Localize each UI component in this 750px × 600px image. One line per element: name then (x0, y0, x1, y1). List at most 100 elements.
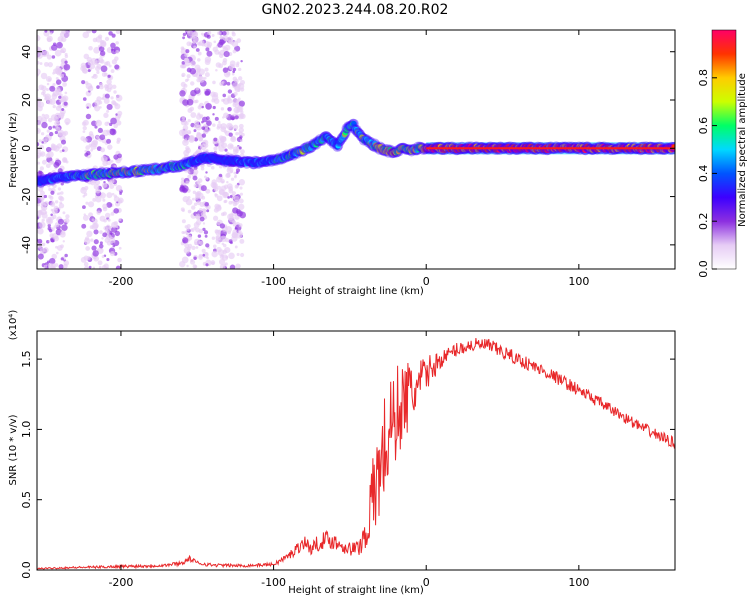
noise-point (48, 125, 53, 131)
noise-point (110, 48, 114, 51)
noise-point (52, 183, 57, 189)
noise-point (96, 70, 100, 75)
noise-point (50, 190, 55, 195)
noise-point (38, 215, 42, 218)
noise-point (191, 205, 196, 210)
noise-point (60, 59, 65, 63)
noise-point (198, 40, 205, 46)
noise-point (82, 97, 87, 101)
snr-y-multiplier: (x10⁴) (8, 310, 19, 341)
noise-point (234, 78, 239, 84)
noise-point (204, 67, 209, 72)
noise-point (210, 165, 215, 170)
y-tick-label: 0.5 (20, 491, 33, 509)
noise-point (59, 201, 63, 205)
noise-point (46, 98, 53, 105)
noise-point (111, 59, 118, 65)
noise-point (196, 77, 201, 83)
noise-point (41, 91, 45, 96)
noise-point (194, 265, 198, 269)
noise-point (108, 180, 113, 185)
noise-point (193, 37, 199, 43)
colorbar-ticks: 0.0 0.2 0.4 0.6 0.8 (697, 69, 717, 278)
colorbar: 0.0 0.2 0.4 0.6 0.8 Normalized spectral ampl… (697, 29, 748, 278)
noise-point (104, 61, 109, 66)
noise-point (216, 163, 219, 167)
noise-point (92, 266, 96, 269)
noise-point (193, 183, 198, 188)
noise-point (197, 51, 202, 56)
noise-point (50, 213, 53, 217)
noise-point (94, 60, 99, 66)
noise-point (184, 121, 189, 126)
noise-point (234, 245, 238, 249)
noise-point (198, 254, 203, 260)
noise-point (97, 57, 104, 64)
noise-point (117, 199, 123, 204)
noise-point (222, 93, 227, 98)
noise-point (41, 211, 45, 215)
noise-point (118, 218, 122, 222)
noise-point (195, 87, 200, 91)
colorbar-tick-label: 0.2 (697, 212, 710, 230)
noise-point (82, 130, 86, 133)
noise-point (201, 126, 206, 131)
noise-point (99, 230, 103, 234)
noise-point (185, 180, 190, 185)
noise-point (95, 196, 102, 203)
noise-point (186, 227, 190, 231)
noise-point (80, 256, 87, 263)
noise-point (211, 261, 215, 265)
noise-point (51, 55, 56, 59)
noise-point (60, 112, 65, 117)
x-tick-label: 0 (423, 275, 430, 288)
noise-point (201, 133, 207, 138)
y-tick-label: 1.0 (20, 421, 33, 439)
noise-point (41, 85, 47, 91)
noise-point (197, 183, 202, 189)
noise-point (37, 60, 40, 65)
ridge-point (351, 120, 357, 127)
noise-point (219, 36, 224, 40)
noise-point (51, 253, 58, 260)
noise-point (88, 143, 93, 147)
noise-point (46, 37, 52, 43)
noise-point (82, 125, 87, 131)
noise-point (49, 160, 54, 165)
noise-point (91, 177, 97, 184)
noise-point (183, 149, 190, 156)
noise-point (65, 214, 70, 219)
noise-point (232, 49, 237, 54)
noise-point (213, 40, 217, 44)
noise-point (45, 146, 52, 153)
noise-point (186, 264, 189, 268)
noise-point (231, 117, 235, 121)
noise-point (90, 238, 94, 242)
noise-point (232, 70, 236, 74)
noise-point (110, 117, 117, 125)
noise-point (54, 49, 62, 57)
noise-point (91, 245, 97, 251)
noise-point (37, 105, 43, 112)
noise-point (58, 95, 62, 99)
noise-point (104, 212, 111, 219)
noise-point (182, 36, 186, 40)
noise-point (233, 124, 239, 130)
noise-point (109, 184, 115, 189)
noise-point (206, 34, 211, 39)
noise-point (63, 130, 69, 136)
noise-point (181, 209, 185, 213)
noise-point (199, 216, 205, 222)
noise-point (37, 68, 41, 76)
noise-point (38, 139, 42, 143)
noise-point (187, 209, 192, 214)
noise-point (37, 100, 42, 107)
noise-point (98, 46, 105, 52)
noise-point (192, 175, 198, 181)
noise-point (233, 199, 240, 205)
noise-point (58, 203, 65, 209)
noise-point (37, 88, 40, 92)
noise-point (54, 263, 59, 267)
noise-point (93, 229, 99, 235)
noise-point (63, 63, 71, 71)
